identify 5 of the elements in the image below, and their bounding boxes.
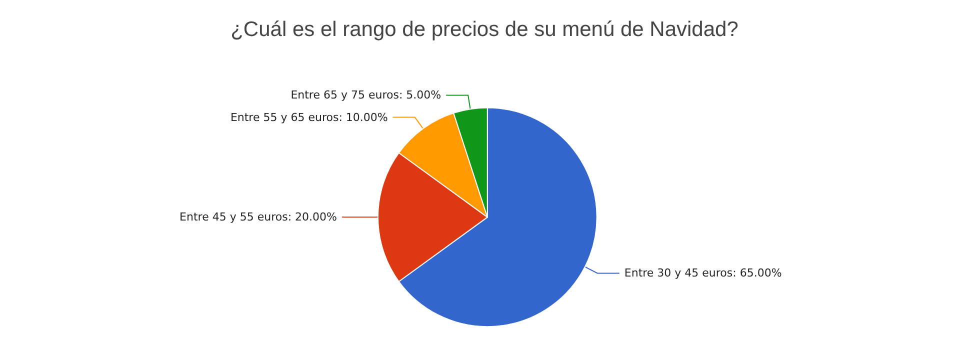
slice-label: Entre 55 y 65 euros: 10.00% <box>230 110 388 124</box>
chart-title: ¿Cuál es el rango de precios de su menú de Navidad? <box>230 18 738 41</box>
slice-label: Entre 30 y 45 euros: 65.00% <box>624 266 782 280</box>
slice-label: Entre 45 y 55 euros: 20.00% <box>180 210 337 224</box>
slice-label: Entre 65 y 75 euros: 5.00% <box>290 88 442 102</box>
